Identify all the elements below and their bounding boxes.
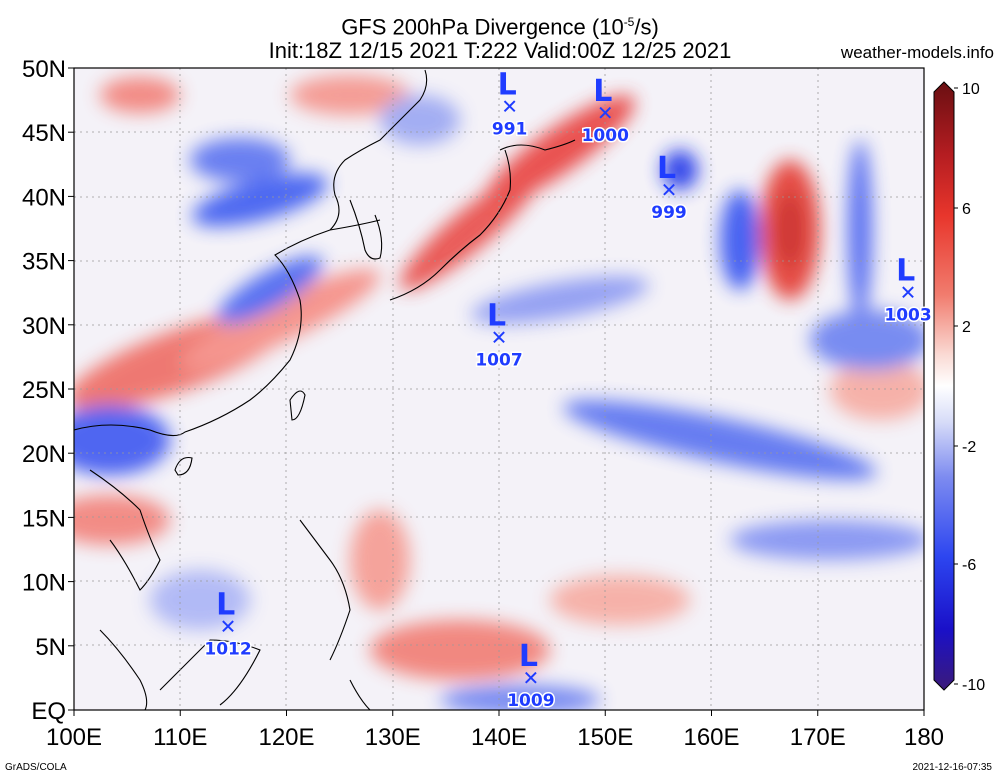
lat-label: 40N bbox=[22, 184, 66, 211]
low-mark-icon: ✕ bbox=[597, 101, 614, 125]
low-center: L✕999 bbox=[650, 151, 689, 225]
footer-credit: GrADS/COLA bbox=[5, 762, 67, 773]
lon-label: 180 bbox=[904, 724, 944, 751]
lon-label: 140E bbox=[471, 724, 527, 751]
graticule bbox=[74, 68, 924, 710]
lat-label: 35N bbox=[22, 249, 66, 276]
lon-label: 170E bbox=[790, 724, 846, 751]
lon-label: 100E bbox=[46, 724, 102, 751]
low-mark-icon: ✕ bbox=[501, 95, 518, 119]
colorbar: 10 6 2 -2 -6 -10 bbox=[933, 81, 985, 694]
low-pressure-label: 1007 bbox=[475, 351, 522, 371]
colorbar-label: -10 bbox=[962, 677, 985, 694]
low-center: L✕1000 bbox=[580, 74, 630, 148]
lat-label: EQ bbox=[31, 698, 66, 725]
footer-timestamp: 2021-12-16-07:35 bbox=[912, 762, 992, 773]
colorbar-label: 2 bbox=[962, 319, 971, 336]
low-center: L✕1012 bbox=[203, 588, 253, 662]
low-pressure-label: 1009 bbox=[507, 691, 554, 711]
coastlines bbox=[74, 69, 576, 710]
low-letter: L bbox=[657, 151, 676, 186]
low-center: L✕1007 bbox=[474, 299, 524, 373]
low-mark-icon: ✕ bbox=[900, 281, 917, 305]
low-mark-icon: ✕ bbox=[220, 615, 237, 639]
lon-label: 120E bbox=[258, 724, 314, 751]
lat-label: 25N bbox=[22, 377, 66, 404]
low-letter: L bbox=[498, 68, 517, 103]
colorbar-label: -6 bbox=[962, 557, 976, 574]
site-watermark: weather-models.info bbox=[840, 43, 994, 62]
lat-label: 45N bbox=[22, 120, 66, 147]
divergence-field bbox=[74, 68, 924, 710]
chart-title-line2: Init:18Z 12/15 2021 T:222 Valid:00Z 12/2… bbox=[268, 38, 732, 63]
lat-label: 30N bbox=[22, 313, 66, 340]
low-center: L✕1003 bbox=[883, 254, 933, 328]
colorbar-label: -2 bbox=[962, 439, 976, 456]
low-mark-icon: ✕ bbox=[661, 178, 678, 202]
low-mark-icon: ✕ bbox=[522, 666, 539, 690]
low-letter: L bbox=[896, 254, 915, 289]
colorbar-label: 10 bbox=[962, 81, 980, 98]
low-mark-icon: ✕ bbox=[491, 326, 508, 350]
colorbar-label: 6 bbox=[962, 201, 971, 218]
lon-label: 160E bbox=[683, 724, 739, 751]
low-letter: L bbox=[216, 588, 235, 623]
lat-label: 5N bbox=[35, 634, 66, 661]
lat-label: 50N bbox=[22, 56, 66, 83]
low-center: L✕1009 bbox=[506, 639, 556, 713]
low-letter: L bbox=[519, 639, 538, 674]
lon-label: 150E bbox=[577, 724, 633, 751]
low-center: L✕991 bbox=[490, 68, 529, 142]
chart-title-line1: GFS 200hPa Divergence (10-5/s) bbox=[341, 14, 659, 40]
low-pressure-label: 999 bbox=[651, 203, 687, 223]
lon-label: 130E bbox=[365, 724, 421, 751]
low-pressure-label: 1012 bbox=[204, 640, 251, 660]
lat-label: 10N bbox=[22, 570, 66, 597]
lat-label: 20N bbox=[22, 441, 66, 468]
low-pressure-label: 1003 bbox=[884, 306, 931, 326]
low-letter: L bbox=[487, 299, 506, 334]
longitude-labels: 100E 110E 120E 130E 140E 150E 160E 170E 180 bbox=[46, 710, 944, 751]
latitude-labels: 50N 45N 40N 35N 30N 25N 20N 15N 10N 5N EQ bbox=[22, 56, 74, 725]
low-letter: L bbox=[593, 74, 612, 109]
lon-label: 110E bbox=[153, 724, 207, 751]
low-pressure-label: 991 bbox=[492, 120, 528, 140]
low-pressure-label: 1000 bbox=[582, 126, 629, 146]
lat-label: 15N bbox=[22, 505, 66, 532]
